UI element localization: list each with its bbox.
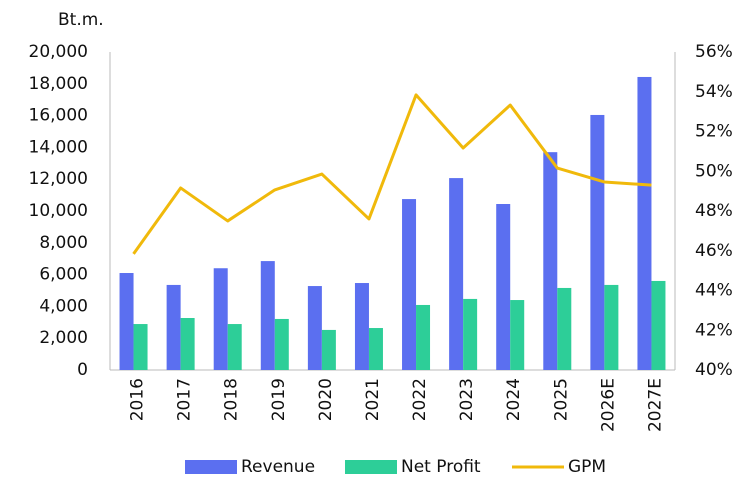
- bar: [402, 199, 417, 370]
- y-tick-label: 0: [77, 360, 88, 380]
- x-tick-label: 2022: [410, 378, 430, 421]
- x-tick-label: 2017: [175, 378, 195, 421]
- x-tick-label: 2016: [128, 378, 148, 421]
- bar: [604, 284, 619, 370]
- y2-tick-label: 52%: [695, 122, 733, 142]
- y-axis-unit: Bt.m.: [58, 10, 104, 30]
- bar: [368, 328, 383, 370]
- bar: [119, 273, 134, 370]
- y-tick-label: 20,000: [29, 42, 88, 62]
- bar: [166, 284, 181, 370]
- x-tick-label: 2021: [363, 378, 383, 421]
- bar: [416, 304, 431, 370]
- x-tick-label: 2027E: [645, 378, 665, 432]
- x-tick-label: 2018: [222, 378, 242, 421]
- y-tick-label: 16,000: [29, 106, 88, 126]
- y2-tick-label: 40%: [695, 360, 733, 380]
- legend-swatch: [345, 460, 397, 474]
- bar: [213, 268, 228, 370]
- y2-tick-label: 56%: [695, 42, 733, 62]
- y2-tick-label: 48%: [695, 201, 733, 221]
- bar: [496, 204, 511, 370]
- y-tick-label: 8,000: [39, 233, 88, 253]
- y-tick-label: 2,000: [39, 328, 88, 348]
- x-tick-label: 2026E: [598, 378, 618, 432]
- bar: [463, 298, 478, 370]
- y2-tick-label: 54%: [695, 82, 733, 102]
- line: [132, 93, 652, 255]
- y2-tick-label: 46%: [695, 241, 733, 261]
- bar: [543, 152, 558, 370]
- legend-label: GPM: [568, 457, 606, 477]
- bar: [651, 280, 666, 370]
- bar: [180, 318, 195, 370]
- bar: [510, 300, 525, 370]
- x-tick-label: 2024: [504, 378, 524, 421]
- bar: [637, 76, 652, 370]
- legend-label: Net Profit: [401, 457, 481, 477]
- y-tick-label: 12,000: [29, 169, 88, 189]
- bar: [133, 324, 148, 370]
- bar: [557, 287, 572, 370]
- bar: [274, 318, 289, 370]
- x-tick-label: 2020: [316, 378, 336, 421]
- bar: [590, 114, 605, 371]
- y-tick-label: 18,000: [29, 74, 88, 94]
- y-tick-label: 14,000: [29, 137, 88, 157]
- legend-label: Revenue: [241, 457, 315, 477]
- bar: [321, 329, 336, 370]
- x-tick-label: 2025: [551, 378, 571, 421]
- bar: [227, 324, 242, 370]
- bar: [354, 283, 369, 370]
- y2-tick-label: 44%: [695, 281, 733, 301]
- y-tick-label: 6,000: [39, 265, 88, 285]
- legend-swatch: [185, 460, 237, 474]
- y2-tick-label: 50%: [695, 161, 733, 181]
- y-tick-label: 4,000: [39, 296, 88, 316]
- bar: [307, 286, 322, 370]
- y2-tick-label: 42%: [695, 320, 733, 340]
- bar: [449, 178, 464, 370]
- bar: [260, 261, 275, 370]
- x-tick-label: 2019: [269, 378, 289, 421]
- x-tick-label: 2023: [457, 378, 477, 421]
- y-tick-label: 10,000: [29, 201, 88, 221]
